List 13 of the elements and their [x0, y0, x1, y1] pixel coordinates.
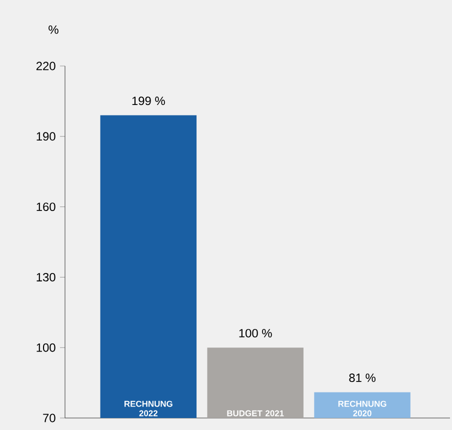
data-label: 81 % [349, 374, 376, 382]
y-tick-label: 190 [36, 132, 56, 141]
y-tick-label: 220 [36, 62, 56, 70]
x-tick-label: BUDGET 2021 [227, 410, 284, 416]
y-tick-label: 70 [43, 414, 56, 422]
y-axis-title: % [48, 25, 58, 34]
x-tick-label: RECHNUNG 2022 [124, 400, 172, 416]
data-label: 100 % [239, 328, 272, 338]
y-tick-label: 130 [36, 272, 56, 282]
x-tick-label: RECHNUNG 2020 [338, 400, 386, 416]
data-label: 199 % [132, 96, 165, 106]
y-tick-label: 100 [36, 343, 56, 352]
y-tick-label: 160 [36, 202, 56, 212]
